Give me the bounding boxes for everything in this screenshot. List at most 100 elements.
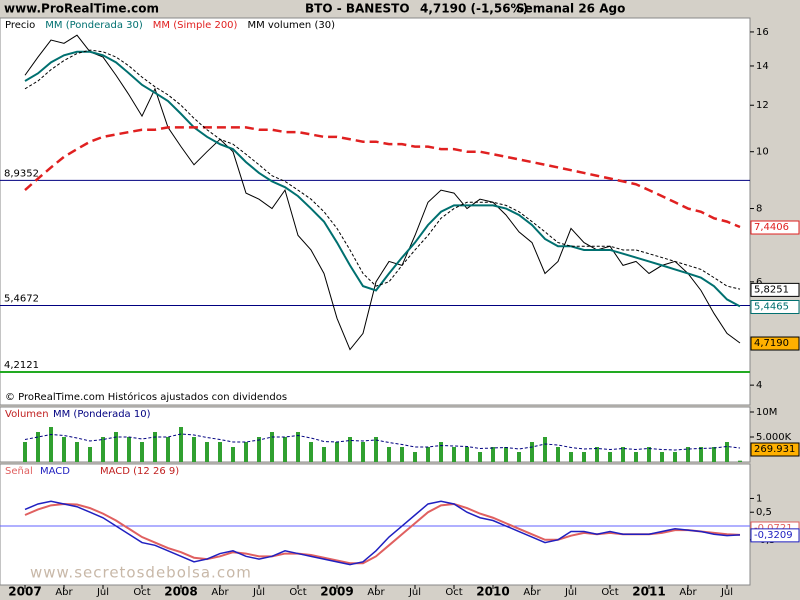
volume-bar	[23, 442, 27, 462]
site: www.ProRealTime.com	[4, 2, 159, 16]
volume-bar	[166, 437, 170, 462]
x-tick-label: 2009	[320, 585, 353, 599]
volume-bar	[283, 437, 287, 462]
y-tick-label: 1	[756, 493, 762, 504]
y-tick-label: 0,5	[756, 507, 772, 518]
volume-bar	[36, 432, 40, 462]
legend-entry: MM (Simple 200)	[153, 20, 238, 31]
value-tag	[750, 220, 800, 235]
x-tick-label: Jul	[720, 587, 733, 598]
value-tag-label: 5,8251	[754, 284, 789, 295]
volume-bar	[400, 447, 404, 462]
x-tick-label: 2010	[476, 585, 509, 599]
x-tick-label: Abr	[679, 587, 697, 598]
macd-panel	[0, 463, 751, 586]
quote: 4,7190 (-1,56%)	[420, 2, 528, 16]
volume-bar	[595, 447, 599, 462]
volume-bar	[725, 442, 729, 462]
x-tick-label: Abr	[211, 587, 229, 598]
volume-bar	[75, 442, 79, 462]
volume-bar	[530, 442, 534, 462]
volume-bar	[127, 437, 131, 462]
volume-bar	[257, 437, 261, 462]
volume-bar	[647, 447, 651, 462]
volume-bar	[582, 452, 586, 462]
period: Semanal 26 Ago	[516, 2, 625, 16]
x-tick-label: Jul	[564, 587, 577, 598]
x-tick-label: Abr	[367, 587, 385, 598]
volume-bar	[101, 437, 105, 462]
series-line	[24, 500, 741, 566]
volume-bar	[556, 447, 560, 462]
volume-bar	[465, 447, 469, 462]
legend-entry: MM volumen (30)	[247, 20, 335, 31]
volume-bar	[699, 447, 703, 462]
watermark: www.secretosdebolsa.com	[30, 564, 252, 582]
volume-bar	[140, 442, 144, 462]
x-tick-label: Jul	[252, 587, 265, 598]
volume-bar	[686, 447, 690, 462]
x-tick-label: Abr	[523, 587, 541, 598]
volume-bar	[517, 452, 521, 462]
y-tick-label: 10M	[756, 407, 777, 418]
volume-bar	[621, 447, 625, 462]
volume-bar	[348, 437, 352, 462]
volume-bar	[387, 447, 391, 462]
legend-title: MACD (12 26 9)	[100, 466, 179, 477]
volume-bar	[88, 447, 92, 462]
volume-bar	[270, 432, 274, 462]
volume-bar	[309, 442, 313, 462]
x-tick-label: 2008	[164, 585, 197, 599]
x-tick-label: Oct	[133, 587, 150, 598]
volume-bar	[192, 437, 196, 462]
value-tag-label: 5,4465	[754, 301, 789, 312]
value-tag-label: 4,7190	[754, 338, 789, 349]
legend-entry: MM (Ponderada 30)	[45, 20, 143, 31]
value-tag-label: 7,4406	[754, 222, 789, 233]
volume-bar	[738, 460, 742, 462]
y-tick-label: 10	[756, 147, 769, 158]
y-tick-label: 12	[756, 100, 769, 111]
volume-bar	[569, 452, 573, 462]
value-tag	[750, 282, 800, 297]
volume-bar	[114, 432, 118, 462]
value-tag	[750, 336, 800, 351]
volume-bar	[426, 447, 430, 462]
x-tick-label: Jul	[408, 587, 421, 598]
y-tick-label: 16	[756, 27, 769, 38]
legend-entry: Precio	[5, 20, 35, 31]
y-tick-label: 8	[756, 204, 762, 215]
volume-bar	[49, 427, 53, 462]
volume-bar	[439, 442, 443, 462]
volume-bar	[322, 447, 326, 462]
series-line	[24, 50, 741, 308]
volume-bar	[491, 447, 495, 462]
volume-bar	[452, 447, 456, 462]
volume-bar	[62, 437, 66, 462]
value-label: 269.931	[754, 444, 795, 455]
volume-bar	[712, 447, 716, 462]
series-line	[24, 34, 741, 351]
symbol: BTO - BANESTO	[305, 2, 410, 16]
y-tick-label: 4	[756, 380, 762, 391]
volume-bar	[231, 447, 235, 462]
volume-bar	[504, 447, 508, 462]
series-line	[24, 433, 741, 451]
volume-bar	[153, 432, 157, 462]
volume-bar	[335, 442, 339, 462]
volume-bar	[634, 452, 638, 462]
volume-bar	[413, 452, 417, 462]
level-label: 4,2121	[4, 360, 39, 371]
volume-bar	[673, 452, 677, 462]
volume-bar	[218, 442, 222, 462]
x-tick-label: 2007	[8, 585, 41, 599]
x-tick-label: Abr	[55, 587, 73, 598]
legend-title: Volumen	[5, 409, 49, 420]
x-tick-label: Jul	[96, 587, 109, 598]
x-tick-label: Oct	[289, 587, 306, 598]
y-tick-label: 5.000K	[756, 432, 792, 443]
y-tick-label: 6	[756, 277, 762, 288]
series-line	[24, 49, 741, 290]
series-line	[24, 126, 741, 229]
